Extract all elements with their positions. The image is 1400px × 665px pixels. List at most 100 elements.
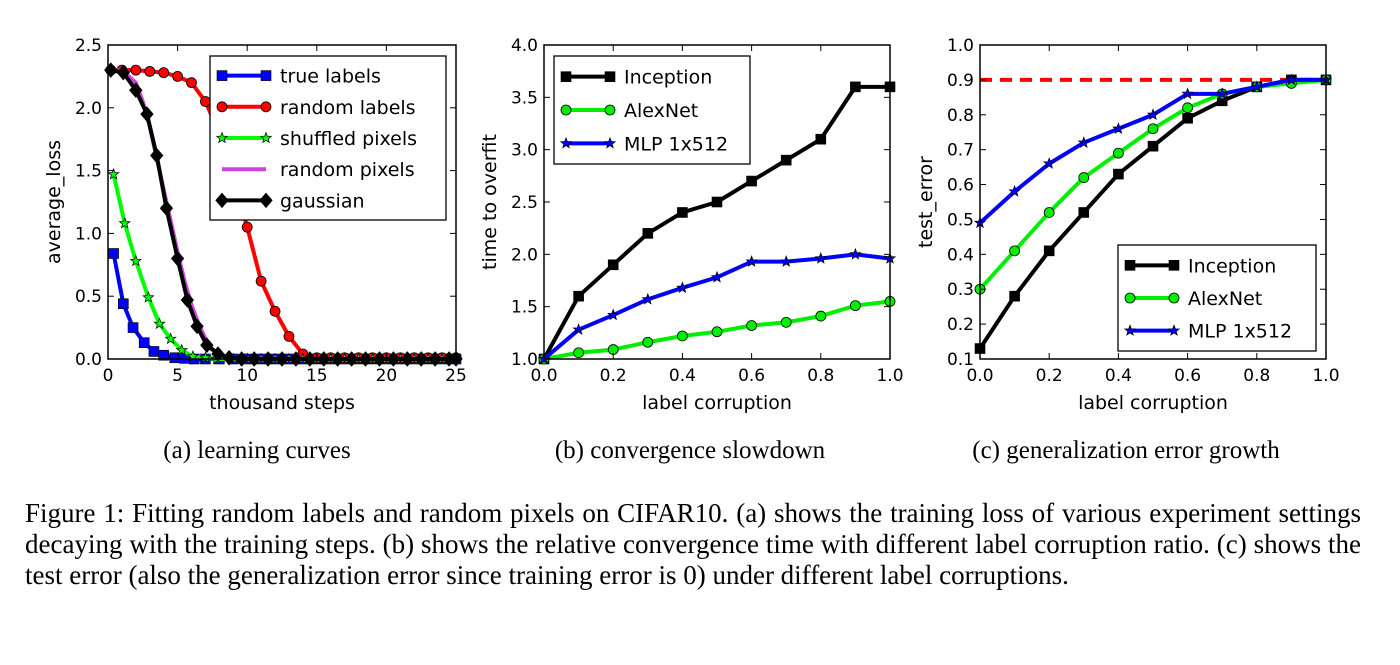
data-point: [130, 64, 142, 76]
data-point: [148, 346, 160, 357]
series-true-labels: [108, 248, 462, 365]
legend-marker: [1124, 292, 1136, 304]
data-point: [1043, 157, 1056, 169]
legend: Inception AlexNet MLP 1x512: [1117, 244, 1317, 352]
legend-entry: MLP 1x512: [1123, 321, 1292, 343]
figure-caption: Figure 1: Fitting random labels and rand…: [25, 498, 1361, 590]
chart-3: 0.0 0.2 0.4 0.6 0.8 1.0 0.1 0.2 0.3 0.4 0.5 0.6 0.7 0…: [915, 36, 1340, 464]
x-tick-label: 0.4: [1105, 366, 1132, 386]
data-point: [200, 96, 211, 107]
chart-2: 0.0 0.2 0.4 0.6 0.8 1.0 1.0 1.5 2.0 2.5 3.0 3.5 4.0 l…: [479, 36, 904, 464]
legend-marker: [216, 70, 228, 81]
x-tick-label: 0.8: [1243, 366, 1270, 386]
data-point: [572, 323, 585, 335]
legend-label: MLP 1x512: [1188, 321, 1292, 343]
data-point: [1113, 147, 1124, 159]
legend-entry: random labels: [216, 97, 416, 119]
data-point: [1147, 140, 1159, 152]
x-tick-label: 0.0: [530, 366, 557, 386]
y-tick-label: 0.2: [947, 315, 974, 335]
x-tick-label: 0.4: [669, 366, 696, 386]
y-tick-label: 3.5: [511, 88, 538, 108]
x-axis-label: label corruption: [1078, 392, 1228, 414]
data-point: [283, 330, 295, 342]
legend-entry: AlexNet: [560, 100, 698, 122]
data-point: [746, 320, 757, 331]
data-point: [241, 221, 253, 233]
data-point: [745, 255, 758, 267]
legend-marker: [604, 104, 616, 116]
data-point: [1113, 168, 1124, 180]
data-point: [1250, 80, 1263, 93]
series-alexnet: [538, 296, 896, 365]
data-point: [780, 316, 792, 328]
y-tick-label: 1.5: [511, 298, 538, 318]
subfigure-caption: (b) convergence slowdown: [555, 437, 826, 464]
data-point: [104, 62, 118, 78]
x-tick-label: 0.6: [738, 366, 765, 386]
x-axis-label: thousand steps: [209, 392, 355, 414]
legend-marker: [560, 104, 572, 116]
data-point: [175, 343, 188, 356]
data-point: [170, 250, 185, 267]
subfigure-caption: (a) learning curves: [163, 437, 350, 464]
y-tick-label: 4.0: [511, 36, 538, 56]
data-point: [199, 351, 212, 364]
data-point: [158, 349, 169, 361]
data-point: [1181, 87, 1194, 100]
data-point: [1043, 207, 1055, 218]
data-point: [746, 175, 757, 187]
data-point: [190, 318, 204, 335]
series-mlp-1x512: [537, 247, 897, 365]
data-point: [1182, 112, 1193, 124]
legend-label: shuffled pixels: [280, 128, 417, 150]
x-tick-label: 0.2: [600, 366, 627, 386]
legend-marker: [559, 136, 573, 149]
legend-marker: [260, 70, 272, 81]
legend-label: AlexNet: [624, 100, 698, 122]
data-point: [138, 337, 150, 348]
x-tick-label: 5: [172, 366, 183, 386]
series-mlp-1x512: [973, 73, 1333, 229]
legend-marker: [259, 131, 273, 144]
legend-marker: [1167, 324, 1181, 336]
legend-label: Inception: [1188, 255, 1276, 277]
data-point: [140, 106, 154, 122]
legend-marker: [560, 71, 572, 82]
x-tick-label: 20: [376, 366, 398, 386]
y-axis-label: average_loss: [43, 140, 65, 264]
data-point: [607, 308, 620, 321]
data-point: [255, 275, 267, 287]
legend-marker: [1124, 260, 1136, 271]
data-point: [118, 216, 131, 229]
legend-entry: random pixels: [222, 159, 415, 181]
data-point: [1008, 185, 1021, 197]
legend-entry: Inception: [1124, 255, 1276, 277]
y-tick-label: 1.5: [75, 162, 102, 182]
x-tick-label: 1.0: [876, 366, 903, 386]
y-tick-label: 0.3: [947, 280, 974, 300]
legend-entry: gaussian: [215, 190, 365, 212]
y-tick-label: 0.9: [947, 71, 974, 91]
data-point: [144, 65, 156, 77]
data-point: [642, 336, 654, 348]
data-point: [607, 259, 619, 271]
data-point: [222, 349, 236, 366]
data-point: [1146, 108, 1160, 121]
data-point: [849, 247, 862, 260]
legend-label: true labels: [280, 66, 381, 88]
legend-marker: [1168, 292, 1180, 304]
y-tick-label: 0.4: [947, 245, 974, 265]
data-point: [711, 326, 723, 338]
x-axis-label: label corruption: [642, 392, 792, 414]
legend-entry: true labels: [216, 66, 381, 88]
x-tick-label: 0: [103, 366, 114, 386]
data-point: [164, 332, 177, 345]
legend-label: AlexNet: [1188, 288, 1262, 310]
data-point: [1182, 102, 1193, 114]
y-tick-label: 0.1: [947, 350, 974, 370]
data-point: [780, 154, 792, 166]
legend-marker: [260, 101, 272, 113]
data-point: [129, 254, 143, 267]
